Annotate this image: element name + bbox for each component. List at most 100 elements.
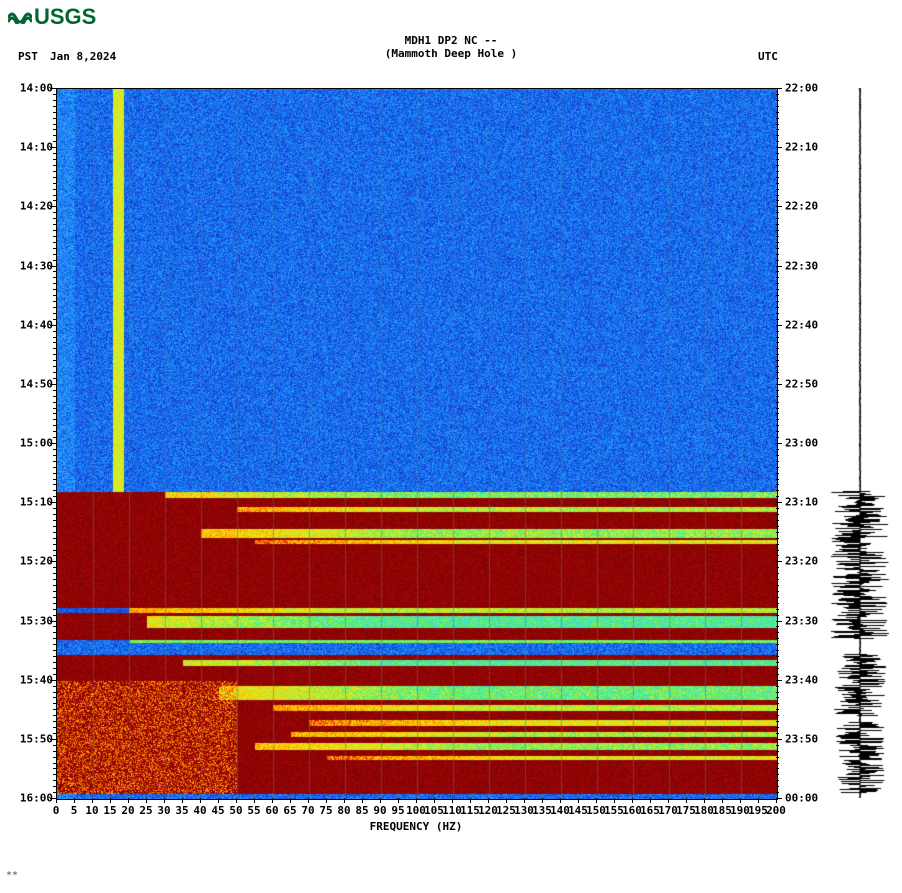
y-tick	[53, 715, 56, 716]
y-tick	[776, 301, 779, 302]
y-tick	[776, 413, 779, 414]
y-tick-label-right: 23:40	[785, 673, 818, 686]
y-tick-label-left: 15:20	[20, 555, 53, 568]
x-tick	[128, 798, 129, 803]
y-tick	[776, 319, 779, 320]
y-tick	[53, 177, 56, 178]
y-tick	[776, 189, 779, 190]
x-tick-label: 200	[766, 804, 786, 817]
x-tick	[344, 798, 345, 803]
x-tick-label: 15	[103, 804, 116, 817]
y-tick	[53, 289, 56, 290]
y-tick-label-left: 14:30	[20, 259, 53, 272]
y-tick	[776, 561, 782, 562]
y-tick	[776, 508, 779, 509]
x-tick-label: 120	[478, 804, 498, 817]
y-tick	[776, 159, 779, 160]
y-tick	[53, 449, 56, 450]
y-tick	[53, 455, 56, 456]
y-axis-left: 14:0014:1014:2014:3014:4014:5015:0015:10…	[0, 88, 55, 798]
y-tick	[53, 496, 56, 497]
y-tick	[53, 118, 56, 119]
y-tick	[53, 378, 56, 379]
y-tick-label-right: 23:20	[785, 555, 818, 568]
x-tick	[470, 798, 471, 803]
y-tick	[776, 603, 779, 604]
y-tick	[776, 544, 779, 545]
y-tick	[53, 774, 56, 775]
seismogram-trace	[830, 88, 890, 798]
y-tick	[53, 674, 56, 675]
x-tick-label: 40	[193, 804, 206, 817]
y-tick	[53, 171, 56, 172]
y-tick	[776, 496, 779, 497]
y-tick	[53, 632, 56, 633]
x-tick-label: 135	[532, 804, 552, 817]
y-tick	[53, 721, 56, 722]
y-tick	[53, 697, 56, 698]
y-tick	[53, 112, 56, 113]
y-tick-label-left: 14:50	[20, 377, 53, 390]
y-tick	[53, 573, 56, 574]
y-tick	[776, 632, 779, 633]
y-tick	[53, 153, 56, 154]
y-tick	[53, 763, 56, 764]
y-tick	[53, 135, 56, 136]
y-tick	[53, 550, 56, 551]
x-tick	[452, 798, 453, 803]
x-tick-label: 75	[319, 804, 332, 817]
y-tick	[53, 331, 56, 332]
y-tick	[776, 277, 779, 278]
y-tick	[53, 408, 56, 409]
y-tick	[53, 591, 56, 592]
y-tick	[53, 301, 56, 302]
y-tick	[53, 733, 56, 734]
y-tick	[776, 360, 779, 361]
y-tick	[776, 757, 779, 758]
y-axis-right: 22:0022:1022:2022:3022:4022:5023:0023:10…	[777, 88, 827, 798]
y-tick	[53, 337, 56, 338]
y-tick	[776, 325, 782, 326]
y-tick	[53, 615, 56, 616]
x-tick	[560, 798, 561, 803]
x-tick	[776, 798, 777, 803]
y-tick	[53, 484, 56, 485]
x-tick-label: 95	[391, 804, 404, 817]
x-tick-label: 175	[676, 804, 696, 817]
y-tick	[776, 195, 779, 196]
y-tick	[776, 177, 779, 178]
x-tick	[182, 798, 183, 803]
usgs-logo: USGS	[8, 4, 96, 30]
title-line1: MDH1 DP2 NC --	[0, 34, 902, 47]
y-tick	[53, 780, 56, 781]
y-tick	[776, 579, 779, 580]
x-tick	[398, 798, 399, 803]
y-tick	[776, 626, 779, 627]
x-tick	[506, 798, 507, 803]
y-tick	[53, 100, 56, 101]
y-tick	[53, 200, 56, 201]
y-tick	[776, 242, 779, 243]
x-tick	[488, 798, 489, 803]
y-tick	[776, 266, 782, 267]
x-tick	[74, 798, 75, 803]
x-tick	[722, 798, 723, 803]
x-tick	[362, 798, 363, 803]
y-tick	[53, 431, 56, 432]
y-tick	[776, 348, 779, 349]
y-tick	[53, 189, 56, 190]
y-tick	[776, 366, 779, 367]
x-tick	[308, 798, 309, 803]
x-tick-label: 190	[730, 804, 750, 817]
y-tick	[53, 597, 56, 598]
y-tick	[776, 597, 779, 598]
y-tick-label-left: 14:20	[20, 200, 53, 213]
x-tick	[758, 798, 759, 803]
y-tick	[53, 195, 56, 196]
usgs-wave-icon	[8, 4, 32, 30]
y-tick-label-right: 22:00	[785, 82, 818, 95]
y-tick-label-left: 15:40	[20, 673, 53, 686]
y-tick-label-right: 22:30	[785, 259, 818, 272]
y-tick	[776, 402, 779, 403]
y-tick	[776, 165, 779, 166]
